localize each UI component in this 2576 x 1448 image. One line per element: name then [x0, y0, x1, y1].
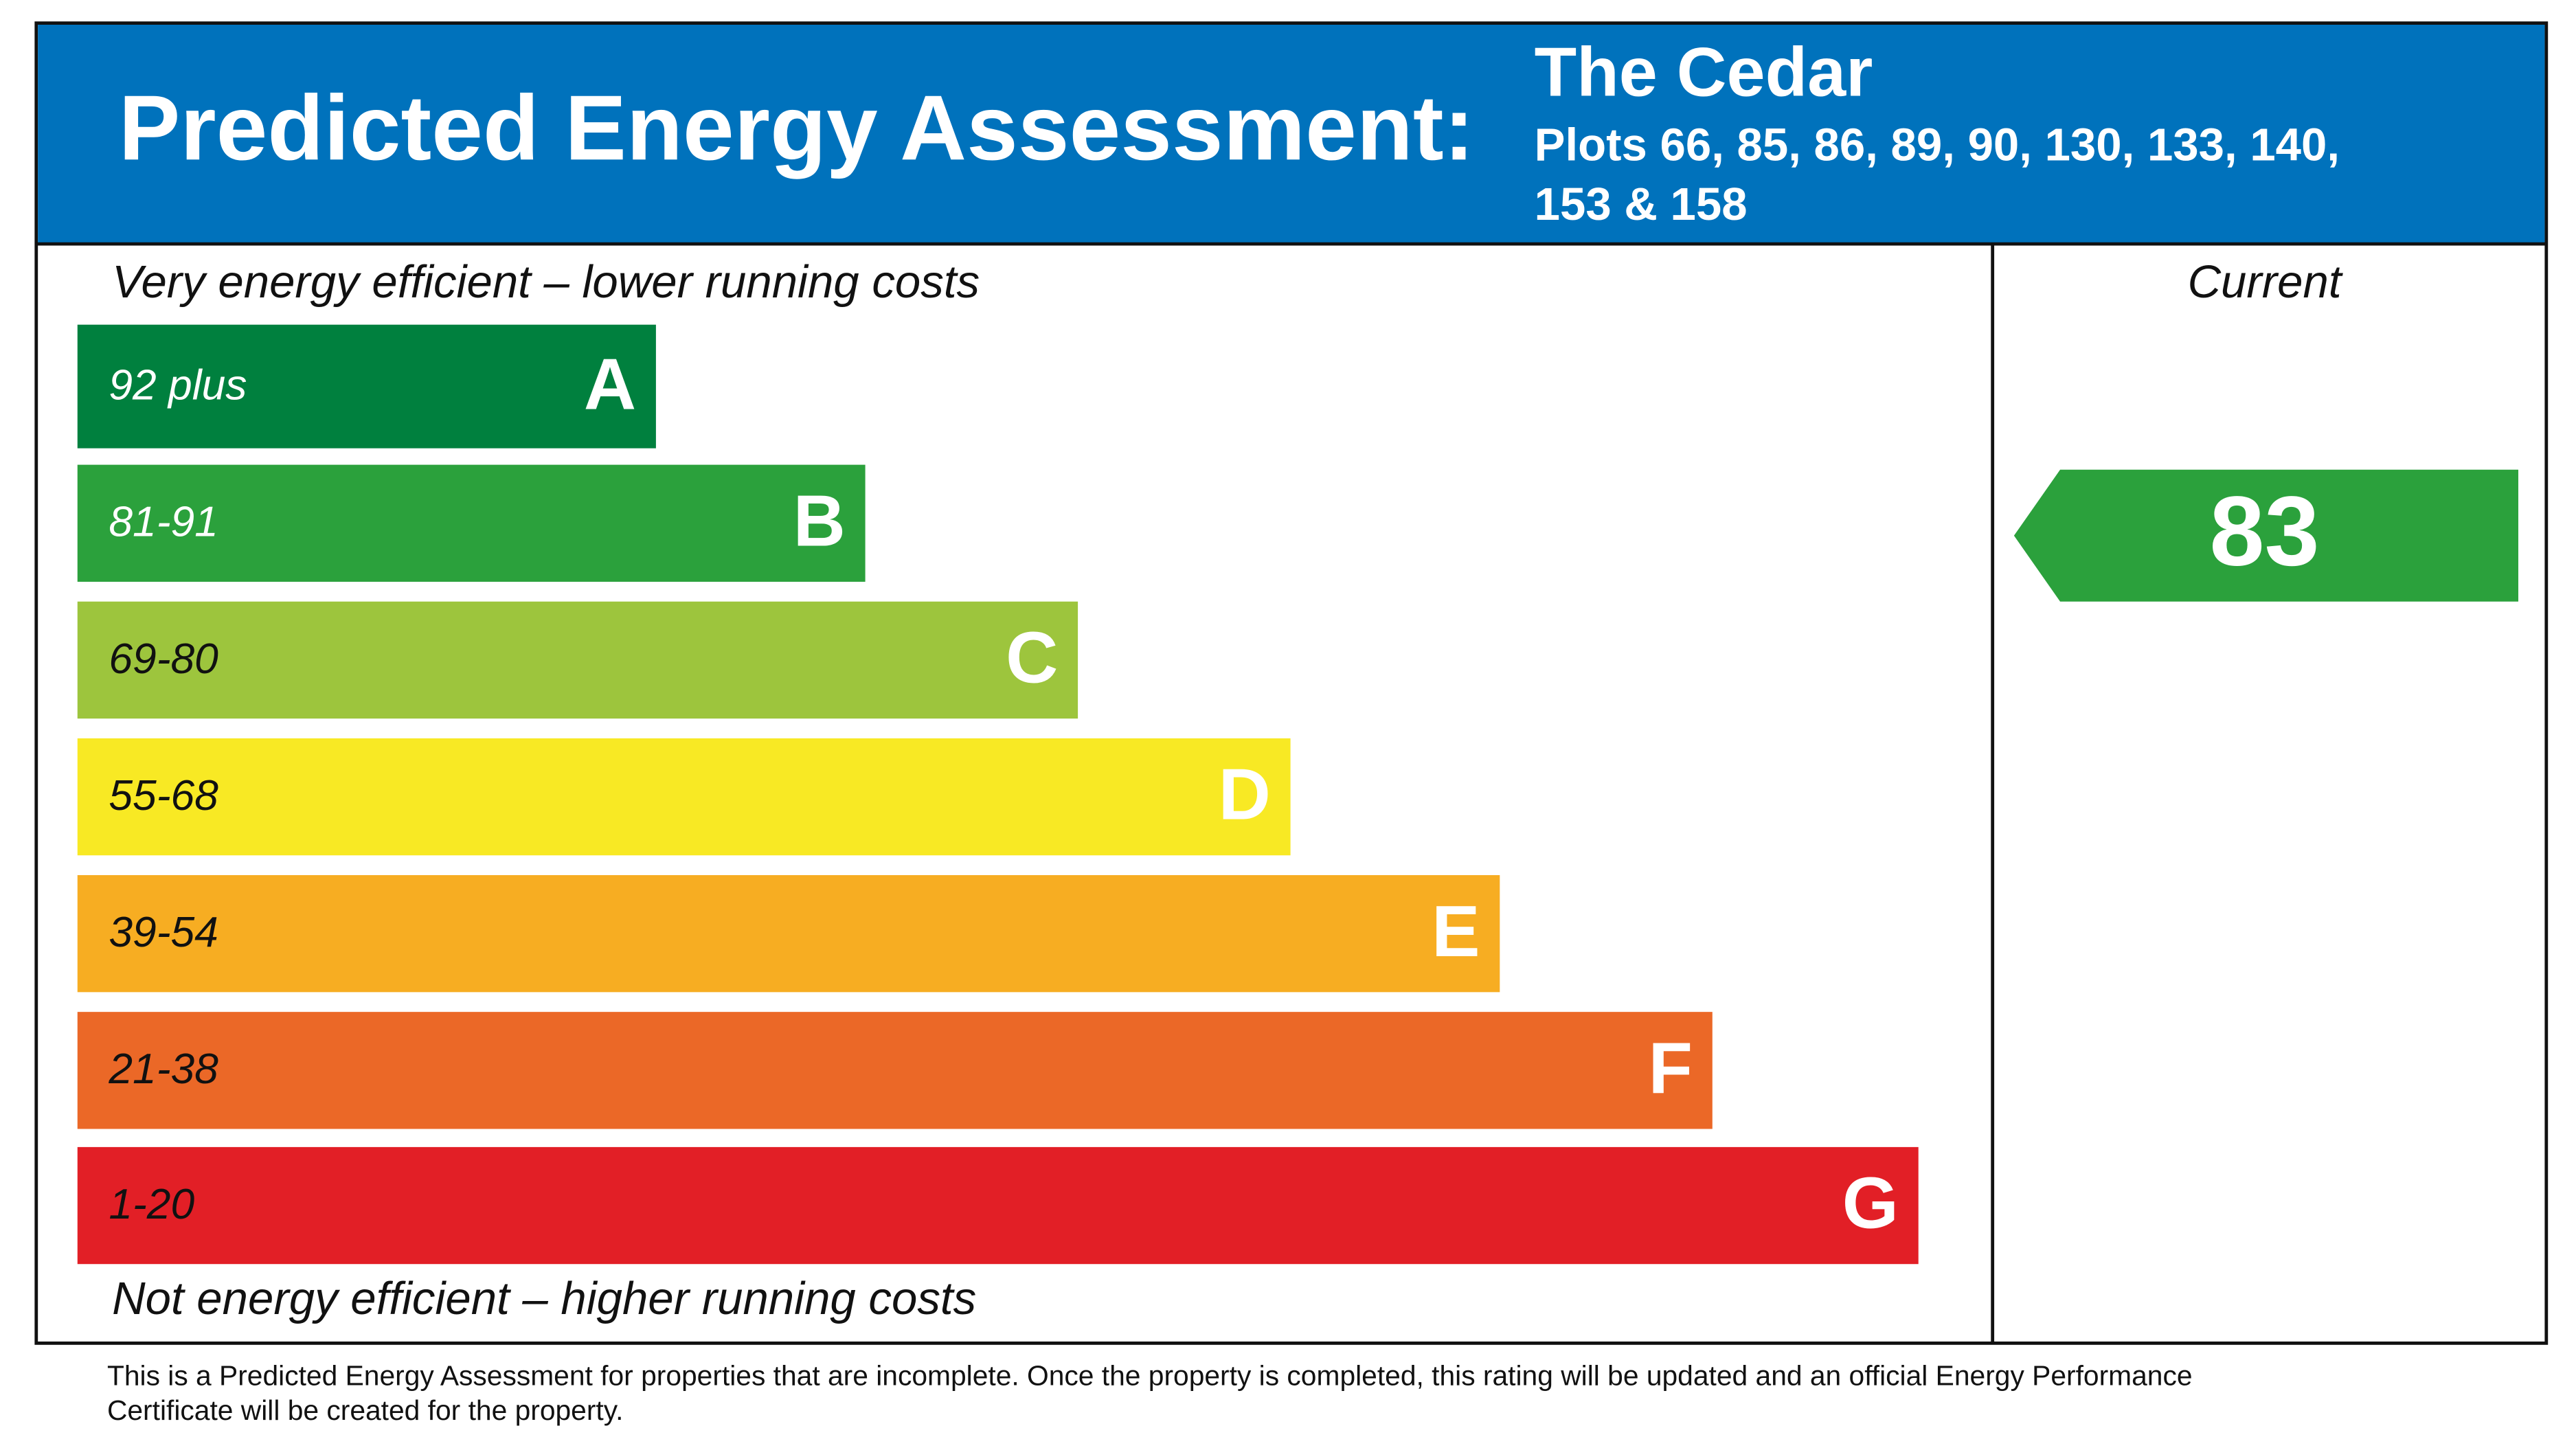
- plots-line: Plots 66, 85, 86, 89, 90, 130, 133, 140,: [1535, 120, 2340, 171]
- band-range: 21-38: [108, 1045, 218, 1093]
- band-letter: G: [1842, 1163, 1899, 1244]
- band-bar: [77, 601, 1078, 719]
- band-range: 39-54: [109, 909, 218, 956]
- band-letter: F: [1649, 1028, 1693, 1109]
- property-name: The Cedar: [1535, 34, 1873, 111]
- band-bar: [77, 738, 1291, 856]
- band-range: 55-68: [109, 772, 218, 819]
- band-letter: B: [793, 480, 846, 561]
- band-bar: [77, 875, 1500, 993]
- band-bar: [77, 1012, 1713, 1129]
- band-bar: [77, 1146, 1919, 1265]
- top-caption: Very energy efficient – lower running co…: [112, 256, 980, 308]
- bottom-caption: Not energy efficient – higher running co…: [112, 1273, 976, 1324]
- footnote: Certificate will be created for the prop…: [107, 1394, 623, 1426]
- title: Predicted Energy Assessment:: [119, 76, 1475, 179]
- band-letter: C: [1006, 618, 1058, 699]
- band-bar: [77, 464, 866, 582]
- plots-line: 153 & 158: [1535, 179, 1748, 230]
- band-range: 69-80: [109, 635, 218, 683]
- current-label: Current: [2188, 256, 2343, 308]
- band-letter: A: [584, 343, 636, 425]
- band-letter: D: [1219, 754, 1271, 835]
- band-bar: [77, 324, 656, 449]
- header-bar: [38, 25, 2545, 245]
- footnote: This is a Predicted Energy Assessment fo…: [107, 1360, 2193, 1392]
- band-letter: E: [1432, 891, 1480, 972]
- band-range: 92 plus: [109, 362, 247, 409]
- current-arrow: [2013, 469, 2519, 602]
- band-range: 81-91: [109, 499, 218, 546]
- band-range: 1-20: [109, 1181, 194, 1228]
- current-value: 83: [2209, 476, 2319, 587]
